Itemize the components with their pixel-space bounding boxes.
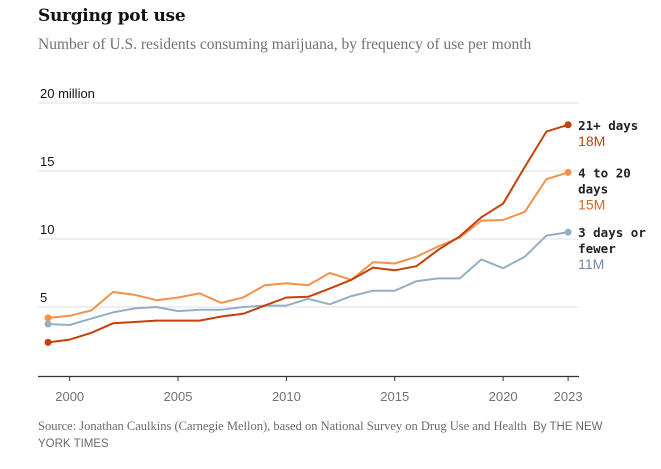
y-tick-label: 5 — [40, 290, 47, 305]
line-chart: 5 10 15 20 million 2000 2005 2010 2015 2020 2023… — [38, 86, 646, 404]
byline-credit: By THE NEW YORK TIMES — [38, 421, 603, 450]
x-tick-label: 2015 — [380, 389, 409, 404]
x-tick-label: 2000 — [55, 389, 84, 404]
x-tick-label: 2020 — [489, 389, 518, 404]
series-end-dot — [564, 168, 572, 176]
series-start-dot — [44, 314, 52, 322]
series-value-label: 11M — [578, 256, 604, 272]
series-name-label: days — [578, 181, 608, 196]
series-start-dot — [44, 320, 52, 328]
y-tick-label: 15 — [40, 154, 54, 169]
series-line — [47, 171, 569, 319]
source-text: Source: Jonathan Caulkins (Carnegie Mell… — [38, 419, 527, 433]
y-axis-ticks: 5 10 15 20 million — [40, 86, 95, 305]
series-end-dot — [564, 121, 572, 129]
series-line — [47, 123, 569, 344]
series-end-dot — [564, 228, 572, 236]
x-axis: 2000 2005 2010 2015 2020 2023 — [38, 375, 583, 404]
series-lines — [44, 121, 572, 346]
y-tick-label: 20 million — [40, 86, 95, 101]
series-value-label: 18M — [578, 133, 605, 149]
series-name-label: 21+ days — [578, 118, 638, 133]
y-tick-label: 10 — [40, 222, 54, 237]
chart-subtitle: Number of U.S. residents consuming marij… — [38, 36, 532, 53]
x-tick-label: 2010 — [272, 389, 301, 404]
series-name-label: fewer — [578, 241, 616, 256]
x-tick-label: 2023 — [554, 389, 583, 404]
series-line — [47, 231, 569, 326]
x-tick-label: 2005 — [164, 389, 193, 404]
series-name-label: 4 to 20 — [578, 165, 631, 180]
series-start-dot — [44, 338, 52, 346]
gridlines — [38, 102, 579, 308]
chart-title: Surging pot use — [38, 6, 186, 26]
source-note: Source: Jonathan Caulkins (Carnegie Mell… — [38, 418, 638, 452]
series-name-label: 3 days or — [578, 225, 646, 240]
series-value-label: 15M — [578, 196, 605, 212]
